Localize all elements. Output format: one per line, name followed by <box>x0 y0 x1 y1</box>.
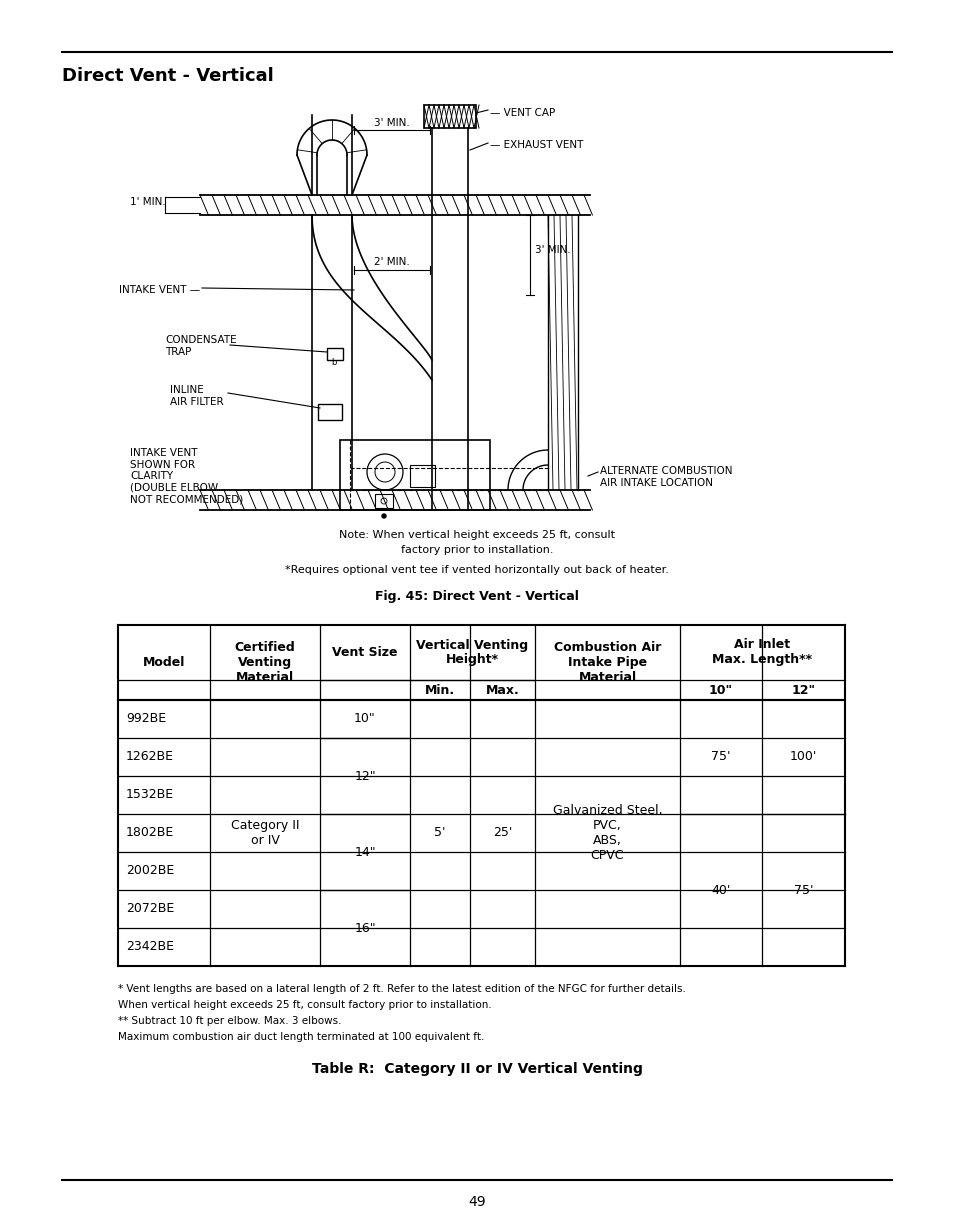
Text: * Vent lengths are based on a lateral length of 2 ft. Refer to the latest editio: * Vent lengths are based on a lateral le… <box>118 984 685 994</box>
Text: 2' MIN.: 2' MIN. <box>374 256 410 267</box>
Text: 3' MIN.: 3' MIN. <box>535 245 570 255</box>
Text: 10": 10" <box>354 713 375 725</box>
Text: 14": 14" <box>354 845 375 859</box>
Bar <box>339 440 490 510</box>
Text: 1532BE: 1532BE <box>126 789 174 801</box>
Text: INTAKE VENT
SHOWN FOR
CLARITY
(DOUBLE ELBOW
NOT RECOMMENDED): INTAKE VENT SHOWN FOR CLARITY (DOUBLE EL… <box>130 448 243 504</box>
Text: 1802BE: 1802BE <box>126 827 174 839</box>
Text: Model: Model <box>143 656 185 669</box>
Text: 10": 10" <box>708 683 732 697</box>
Text: — EXHAUST VENT: — EXHAUST VENT <box>490 140 583 150</box>
Circle shape <box>381 514 386 518</box>
Text: Fig. 45: Direct Vent - Vertical: Fig. 45: Direct Vent - Vertical <box>375 590 578 602</box>
Text: ** Subtract 10 ft per elbow. Max. 3 elbows.: ** Subtract 10 ft per elbow. Max. 3 elbo… <box>118 1016 341 1026</box>
Text: CONDENSATE
TRAP: CONDENSATE TRAP <box>165 335 236 357</box>
Text: Note: When vertical height exceeds 25 ft, consult: Note: When vertical height exceeds 25 ft… <box>338 530 615 540</box>
Text: Vent Size: Vent Size <box>332 645 397 659</box>
Text: 1262BE: 1262BE <box>126 751 173 763</box>
Text: ALTERNATE COMBUSTION
AIR INTAKE LOCATION: ALTERNATE COMBUSTION AIR INTAKE LOCATION <box>599 466 732 487</box>
Text: Vertical Venting
Height*: Vertical Venting Height* <box>416 638 528 666</box>
Text: Category II
or IV: Category II or IV <box>231 818 299 847</box>
Text: Combustion Air
Intake Pipe
Material: Combustion Air Intake Pipe Material <box>554 640 660 683</box>
Text: INTAKE VENT —: INTAKE VENT — <box>119 285 200 294</box>
Text: 5': 5' <box>434 827 445 839</box>
Text: 1' MIN.: 1' MIN. <box>130 198 166 207</box>
Bar <box>423 106 476 128</box>
Text: 992BE: 992BE <box>126 713 166 725</box>
Text: Air Inlet
Max. Length**: Air Inlet Max. Length** <box>712 638 812 666</box>
Bar <box>327 348 343 360</box>
Text: 3' MIN.: 3' MIN. <box>374 118 410 128</box>
Bar <box>410 465 435 487</box>
Text: Max.: Max. <box>485 683 518 697</box>
Text: INLINE
AIR FILTER: INLINE AIR FILTER <box>170 385 223 406</box>
Text: — VENT CAP: — VENT CAP <box>490 108 555 118</box>
Text: Galvanized Steel,
PVC,
ABS,
CPVC: Galvanized Steel, PVC, ABS, CPVC <box>552 804 661 863</box>
Text: 12": 12" <box>791 683 815 697</box>
Text: 75': 75' <box>711 751 730 763</box>
Text: 12": 12" <box>354 769 375 783</box>
Text: 2072BE: 2072BE <box>126 903 174 915</box>
Text: Min.: Min. <box>424 683 455 697</box>
Text: Certified
Venting
Material: Certified Venting Material <box>234 640 295 683</box>
Bar <box>317 404 341 420</box>
Text: 100': 100' <box>789 751 817 763</box>
Bar <box>375 494 393 508</box>
Text: 40': 40' <box>711 883 730 897</box>
Text: Maximum combustion air duct length terminated at 100 equivalent ft.: Maximum combustion air duct length termi… <box>118 1032 484 1042</box>
Text: 49: 49 <box>468 1195 485 1209</box>
Text: 2002BE: 2002BE <box>126 865 174 877</box>
Text: 16": 16" <box>354 921 375 935</box>
Text: Table R:  Category II or IV Vertical Venting: Table R: Category II or IV Vertical Vent… <box>312 1063 641 1076</box>
Text: b: b <box>331 358 336 367</box>
Text: 25': 25' <box>493 827 512 839</box>
Text: factory prior to installation.: factory prior to installation. <box>400 545 553 555</box>
Circle shape <box>367 454 402 490</box>
Text: *Requires optional vent tee if vented horizontally out back of heater.: *Requires optional vent tee if vented ho… <box>285 564 668 575</box>
Text: Direct Vent - Vertical: Direct Vent - Vertical <box>62 67 274 85</box>
Text: 2342BE: 2342BE <box>126 941 173 953</box>
Text: 75': 75' <box>793 883 812 897</box>
Text: When vertical height exceeds 25 ft, consult factory prior to installation.: When vertical height exceeds 25 ft, cons… <box>118 1000 491 1010</box>
